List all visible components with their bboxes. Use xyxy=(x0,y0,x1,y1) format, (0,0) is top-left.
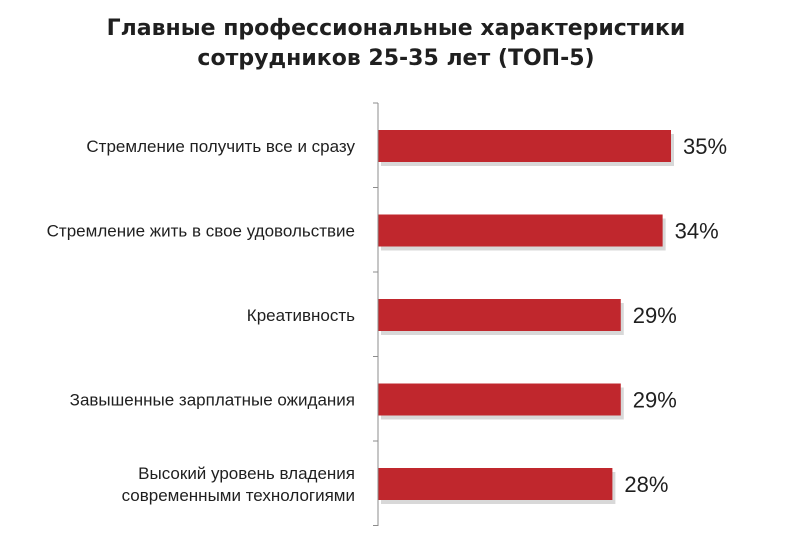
data-label: 29% xyxy=(633,388,677,413)
category-label: Креативность xyxy=(247,306,355,325)
category-label-line: Высокий уровень владения xyxy=(138,464,355,483)
data-label: 34% xyxy=(675,219,719,244)
bar xyxy=(378,299,621,331)
category-label: Стремление получить все и сразу xyxy=(86,137,355,156)
data-label: 35% xyxy=(683,134,727,159)
data-label: 29% xyxy=(633,303,677,328)
bar xyxy=(378,468,613,500)
chart-title-line-1: Главные профессиональные характеристики xyxy=(106,16,686,41)
chart-title-line-2: сотрудников 25-35 лет (ТОП-5) xyxy=(197,46,595,71)
bar xyxy=(378,214,663,247)
chart-title: Главные профессиональные характеристики … xyxy=(0,14,792,74)
category-label-line: Стремление жить в свое удовольствие xyxy=(47,222,355,241)
bar xyxy=(378,130,671,162)
category-label-line: современными технологиями xyxy=(122,486,355,505)
category-label: Стремление жить в свое удовольствие xyxy=(47,222,355,241)
category-label: Завышенные зарплатные ожидания xyxy=(70,391,355,410)
category-label-line: Креативность xyxy=(247,306,355,325)
category-label-line: Стремление получить все и сразу xyxy=(86,137,355,156)
data-label: 28% xyxy=(624,472,668,497)
bar xyxy=(378,383,621,416)
category-label-line: Завышенные зарплатные ожидания xyxy=(70,391,355,410)
category-label: Высокий уровень владения современными тех… xyxy=(122,464,355,505)
